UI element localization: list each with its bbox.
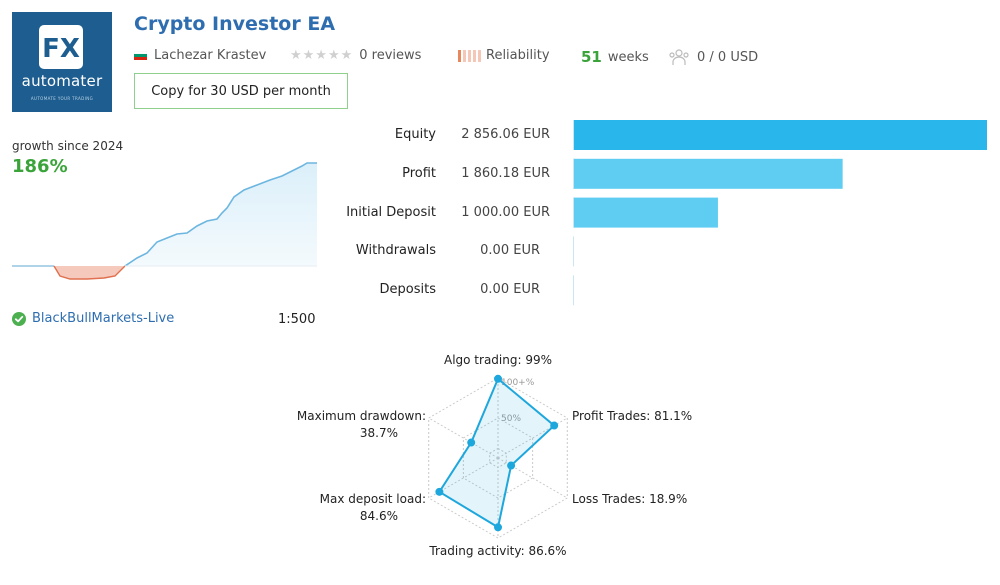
subscribers-value: 0 / 0 USD: [697, 49, 759, 65]
stat-label-deposits: Deposits: [379, 282, 436, 297]
radar-point-load: [435, 487, 444, 496]
weeks-value: 51: [581, 48, 602, 66]
radar-point-algo: [494, 374, 502, 383]
author[interactable]: Lachezar Krastev: [134, 48, 266, 63]
growth-label: growth since 2024: [12, 139, 124, 153]
reviews-count[interactable]: 0 reviews: [359, 48, 422, 63]
reliability-label: Reliability: [486, 48, 550, 63]
broker[interactable]: BlackBullMarkets-Live: [12, 311, 174, 326]
stat-bar-profit: [573, 158, 843, 189]
rating-stars-icon: ★★★★★: [290, 48, 354, 63]
subscribers-icon: [669, 49, 689, 65]
weeks-label: weeks: [607, 49, 649, 65]
radar-spoke: [428, 457, 499, 499]
growth-value: 186%: [12, 156, 68, 177]
reliability-bars-icon: [458, 49, 481, 62]
radar-label-algo: Algo trading: 99%: [444, 353, 552, 367]
stat-value-profit: 1 860.18 EUR: [461, 166, 550, 181]
stat-value-deposits: 0.00 EUR: [480, 282, 540, 297]
author-name[interactable]: Lachezar Krastev: [154, 48, 267, 63]
radar-point-profit: [550, 421, 559, 430]
stat-value-withdrawals: 0.00 EUR: [480, 243, 540, 258]
radar-chart: 100+% 50% Algo trading: 99% Profit Trades: …: [297, 353, 692, 558]
copy-button[interactable]: Copy for 30 USD per month: [134, 73, 348, 109]
reliability: Reliability: [458, 48, 550, 63]
verified-check-icon: [12, 311, 26, 326]
page-title[interactable]: Crypto Investor EA: [134, 13, 336, 35]
stat-value-initial-deposit: 1 000.00 EUR: [461, 205, 550, 220]
stats-bars: [573, 120, 987, 306]
stat-label-equity: Equity: [394, 127, 436, 142]
radar-point-loss: [507, 461, 516, 470]
radar-label-activity: Trading activity: 86.6%: [428, 544, 566, 558]
logo-brand: automater: [21, 72, 103, 90]
stat-value-equity: 2 856.06 EUR: [461, 127, 550, 142]
growth-chart: [12, 162, 317, 280]
radar-point-dd: [467, 438, 476, 447]
weeks: 51 weeks: [581, 48, 649, 66]
radar-label-profit: Profit Trades: 81.1%: [572, 409, 692, 423]
fx-logo-icon: FX: [39, 25, 83, 69]
stat-bar-initial-deposit: [573, 197, 718, 228]
drawdown-area: [54, 266, 125, 279]
stat-label-profit: Profit: [402, 166, 436, 181]
logo-tagline: AUTOMATE YOUR TRADING: [30, 96, 94, 101]
stat-label-withdrawals: Withdrawals: [355, 243, 436, 258]
broker-name[interactable]: BlackBullMarkets-Live: [32, 311, 175, 326]
growth-line: [124, 162, 317, 267]
drawdown-line: [53, 265, 126, 280]
stat-bar-equity: [573, 120, 987, 150]
radar-ring-label-50: 50%: [501, 414, 521, 424]
radar-ring-label-100: 100+%: [501, 378, 535, 388]
bulgaria-flag-icon: [134, 51, 147, 60]
radar-label-dd: Maximum drawdown: 38.7%: [297, 409, 426, 440]
radar-label-load: Max deposit load: 84.6%: [320, 492, 426, 523]
svg-text:FX: FX: [42, 34, 80, 64]
stat-label-initial-deposit: Initial Deposit: [346, 205, 436, 220]
fx-automater-logo: FX automater AUTOMATE YOUR TRADING: [12, 12, 112, 112]
leverage: 1:500: [278, 312, 316, 327]
subscribers: 0 / 0 USD: [668, 48, 758, 66]
radar-label-loss: Loss Trades: 18.9%: [572, 492, 687, 506]
radar-spoke: [428, 417, 499, 459]
radar-point-activity: [494, 523, 502, 532]
reviews[interactable]: ★★★★★ 0 reviews: [290, 48, 421, 63]
